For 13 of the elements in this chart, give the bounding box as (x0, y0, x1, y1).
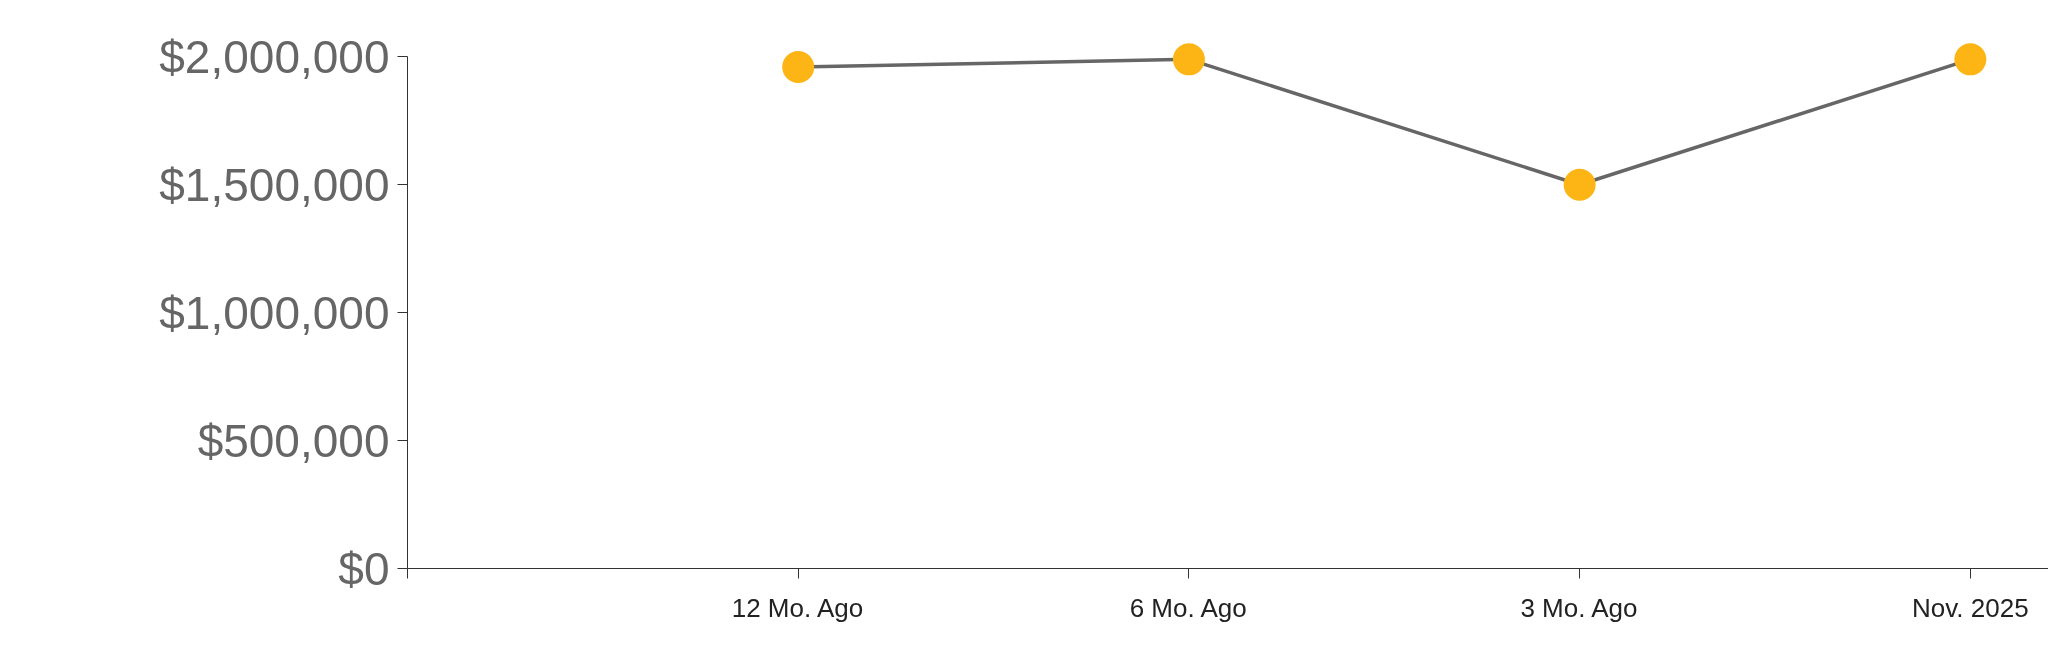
point (1172, 43, 1205, 76)
x-tick-label: 3 Mo. Ago (1520, 592, 1638, 623)
y-tick-label: $2,000,000 (159, 30, 390, 83)
y-tick-label: $500,000 (197, 414, 390, 467)
y-tick-label: $0 (338, 542, 390, 595)
point (782, 51, 815, 83)
x-tick-label: 12 Mo. Ago (731, 592, 864, 623)
y-tick-label: $1,000,000 (159, 286, 390, 339)
x-tick-label: 6 Mo. Ago (1129, 592, 1247, 623)
point (1954, 43, 1987, 76)
point (1563, 168, 1596, 201)
x-tick-label: Nov. 2025 (1912, 592, 2029, 623)
y-tick-label: $1,500,000 (159, 158, 390, 211)
